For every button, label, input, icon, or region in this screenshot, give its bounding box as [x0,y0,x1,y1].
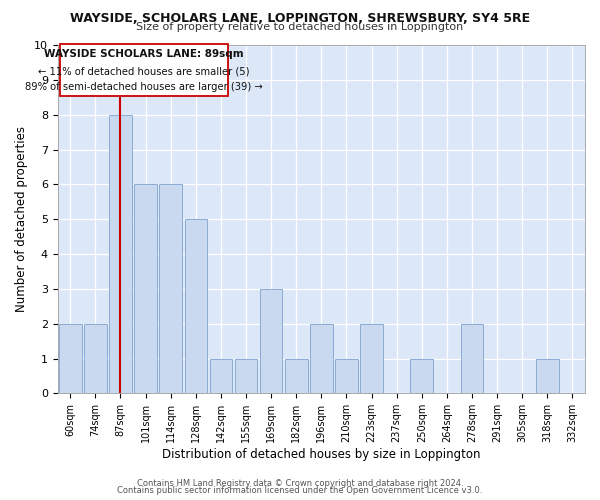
Bar [536,358,559,394]
Bar [260,289,283,394]
Bar [310,324,332,394]
Bar [360,324,383,394]
Bar [109,114,132,394]
Bar [185,219,207,394]
Bar [84,324,107,394]
Text: WAYSIDE, SCHOLARS LANE, LOPPINGTON, SHREWSBURY, SY4 5RE: WAYSIDE, SCHOLARS LANE, LOPPINGTON, SHRE… [70,12,530,26]
Bar [209,358,232,394]
Bar [59,324,82,394]
X-axis label: Distribution of detached houses by size in Loppington: Distribution of detached houses by size … [162,448,481,461]
Text: WAYSIDE SCHOLARS LANE: 89sqm: WAYSIDE SCHOLARS LANE: 89sqm [44,48,244,58]
Text: Contains public sector information licensed under the Open Government Licence v3: Contains public sector information licen… [118,486,482,495]
Text: Contains HM Land Registry data © Crown copyright and database right 2024.: Contains HM Land Registry data © Crown c… [137,478,463,488]
Bar [134,184,157,394]
Bar [335,358,358,394]
Bar [461,324,484,394]
Y-axis label: Number of detached properties: Number of detached properties [16,126,28,312]
FancyBboxPatch shape [60,44,229,96]
Text: ← 11% of detached houses are smaller (5): ← 11% of detached houses are smaller (5) [38,66,250,76]
Bar [410,358,433,394]
Bar [160,184,182,394]
Text: 89% of semi-detached houses are larger (39) →: 89% of semi-detached houses are larger (… [25,82,263,92]
Bar [235,358,257,394]
Text: Size of property relative to detached houses in Loppington: Size of property relative to detached ho… [136,22,464,32]
Bar [285,358,308,394]
